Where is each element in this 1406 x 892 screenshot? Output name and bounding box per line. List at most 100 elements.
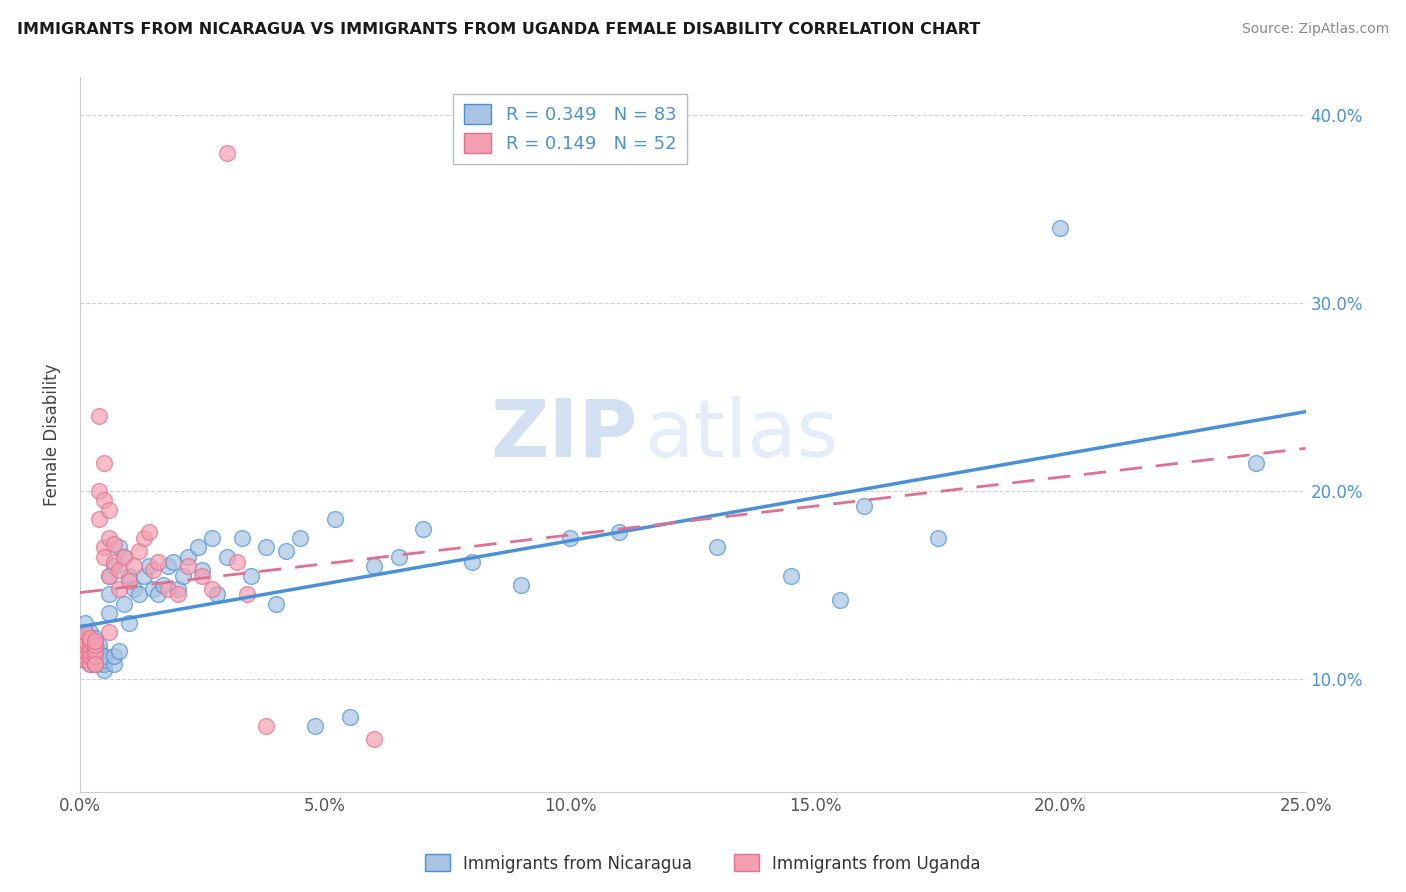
Point xyxy=(73,624,96,639)
Point xyxy=(73,653,96,667)
Point xyxy=(138,525,160,540)
Point xyxy=(148,555,170,569)
Point xyxy=(89,648,111,662)
Point xyxy=(387,549,409,564)
Point xyxy=(112,597,135,611)
Point xyxy=(304,719,326,733)
Point xyxy=(118,615,141,630)
Point xyxy=(112,549,135,564)
Point xyxy=(118,568,141,582)
Point xyxy=(73,653,96,667)
Point xyxy=(98,624,121,639)
Point xyxy=(83,638,105,652)
Point xyxy=(79,634,101,648)
Point xyxy=(339,709,361,723)
Point xyxy=(89,409,111,423)
Point xyxy=(205,587,228,601)
Point xyxy=(142,582,165,596)
Point xyxy=(89,653,111,667)
Point xyxy=(73,631,96,645)
Point xyxy=(128,544,150,558)
Point xyxy=(93,493,115,508)
Point xyxy=(83,634,105,648)
Point xyxy=(73,638,96,652)
Point xyxy=(607,525,630,540)
Point xyxy=(853,499,876,513)
Y-axis label: Female Disability: Female Disability xyxy=(44,363,60,506)
Point xyxy=(93,663,115,677)
Point xyxy=(177,559,200,574)
Point xyxy=(108,563,131,577)
Point xyxy=(138,559,160,574)
Point xyxy=(172,568,194,582)
Point xyxy=(73,624,96,639)
Point xyxy=(79,638,101,652)
Legend: R = 0.349   N = 83, R = 0.149   N = 52: R = 0.349 N = 83, R = 0.149 N = 52 xyxy=(453,94,688,164)
Point xyxy=(108,541,131,555)
Legend: Immigrants from Nicaragua, Immigrants from Uganda: Immigrants from Nicaragua, Immigrants fr… xyxy=(419,847,987,880)
Point xyxy=(98,568,121,582)
Point xyxy=(103,649,125,664)
Point xyxy=(79,657,101,671)
Point xyxy=(1049,220,1071,235)
Point xyxy=(828,593,851,607)
Point xyxy=(89,638,111,652)
Point xyxy=(83,653,105,667)
Point xyxy=(83,649,105,664)
Point xyxy=(72,634,94,648)
Point xyxy=(157,559,180,574)
Point xyxy=(93,653,115,667)
Point xyxy=(274,544,297,558)
Point xyxy=(83,657,105,671)
Point xyxy=(167,582,190,596)
Point xyxy=(191,563,214,577)
Point xyxy=(264,597,287,611)
Point xyxy=(79,649,101,664)
Point xyxy=(98,531,121,545)
Text: Source: ZipAtlas.com: Source: ZipAtlas.com xyxy=(1241,22,1389,37)
Point xyxy=(83,644,105,658)
Point xyxy=(73,634,96,648)
Point xyxy=(215,145,238,160)
Point xyxy=(191,568,214,582)
Point xyxy=(83,631,105,645)
Point xyxy=(558,531,581,545)
Point xyxy=(73,638,96,652)
Point xyxy=(103,559,125,574)
Point xyxy=(89,483,111,498)
Point xyxy=(142,563,165,577)
Point xyxy=(83,657,105,671)
Text: IMMIGRANTS FROM NICARAGUA VS IMMIGRANTS FROM UGANDA FEMALE DISABILITY CORRELATIO: IMMIGRANTS FROM NICARAGUA VS IMMIGRANTS … xyxy=(17,22,980,37)
Point xyxy=(254,541,277,555)
Point xyxy=(201,531,224,545)
Point xyxy=(89,512,111,526)
Point xyxy=(83,644,105,658)
Point xyxy=(706,541,728,555)
Text: ZIP: ZIP xyxy=(491,395,637,474)
Point xyxy=(72,624,94,639)
Point xyxy=(118,574,141,589)
Point xyxy=(167,587,190,601)
Point xyxy=(122,559,145,574)
Point xyxy=(1246,456,1268,470)
Point xyxy=(235,587,257,601)
Point xyxy=(122,582,145,596)
Point xyxy=(412,522,434,536)
Point xyxy=(79,644,101,658)
Point xyxy=(132,568,155,582)
Point xyxy=(162,555,184,569)
Point xyxy=(103,536,125,550)
Point xyxy=(779,568,801,582)
Point xyxy=(254,719,277,733)
Point xyxy=(98,502,121,516)
Point xyxy=(112,549,135,564)
Point xyxy=(461,555,484,569)
Point xyxy=(323,512,346,526)
Point xyxy=(79,649,101,664)
Point xyxy=(363,732,385,747)
Point xyxy=(132,531,155,545)
Point xyxy=(927,531,949,545)
Point xyxy=(79,634,101,648)
Point xyxy=(363,559,385,574)
Point xyxy=(83,649,105,664)
